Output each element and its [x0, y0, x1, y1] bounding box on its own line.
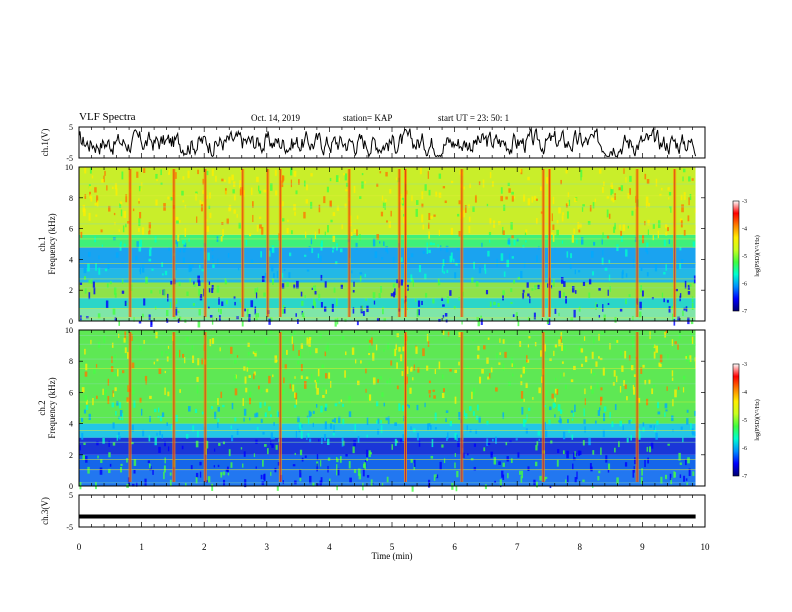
ch1-spectrogram-band: [79, 167, 696, 235]
ch2-spectrogram-colorbar: [732, 363, 740, 477]
ch2-spectrogram-ytick-label: 8: [69, 357, 73, 366]
x-ticks: [78, 167, 706, 321]
ch1-spectrogram-blank-tail: [695, 167, 705, 321]
ch1-spectrogram-band: [79, 234, 696, 248]
x-axis-label: Time (min): [372, 551, 413, 561]
x-tick-label: 2: [202, 542, 207, 552]
x-tick-label: 8: [578, 542, 583, 552]
ch2-spectrogram-texture: [79, 330, 698, 492]
ch2-spectrogram-colorbar-label: log(PSD)(V²/Hz): [754, 399, 761, 440]
ch1-spectrogram-colorbar-tick: -3: [742, 199, 747, 205]
ch1-spectrogram-colorbar-tick: -7: [742, 309, 747, 315]
ch1-spectrogram-ytick-label: 8: [69, 194, 73, 203]
ch1-spectrogram-colorbar-tick: -6: [742, 282, 747, 288]
x-ticks: [78, 495, 706, 527]
ch1-spectrogram-bursts: [128, 169, 677, 317]
x-tick-label: 6: [452, 542, 457, 552]
ch1-spectrogram-band: [79, 297, 696, 309]
x-tick-label: 3: [265, 542, 270, 552]
ch1-spectrogram-colorbar-label: log(PSD)(V²/Hz): [754, 235, 761, 276]
svg-text:ch.3(V): ch.3(V): [40, 497, 50, 525]
ch1-ytick-label: 5: [69, 123, 73, 132]
x-ticks: [78, 127, 706, 158]
ch1-spectrogram-band: [79, 282, 696, 298]
ch2-spectrogram-colorbar-tick: -4: [742, 390, 747, 396]
ch2-spectrogram-blank-tail: [695, 330, 705, 486]
svg-text:ch.1: ch.1: [37, 236, 47, 251]
date-label: Oct. 14, 2019: [251, 113, 300, 123]
svg-text:Frequency (kHz): Frequency (kHz): [47, 213, 57, 274]
x-tick-label: 9: [640, 542, 645, 552]
x-tick-label: 10: [701, 542, 711, 552]
x-tick-label: 0: [77, 542, 82, 552]
ch2-spectrogram-colorbar-tick: -5: [742, 418, 747, 424]
ch1-waveform-ylabel: ch.1(V): [40, 129, 50, 157]
svg-text:ch.1(V): ch.1(V): [40, 129, 50, 157]
ch2-spectrogram-colorbar-tick: -3: [742, 362, 747, 368]
ch2-spectrogram-ytick-label: 2: [69, 451, 73, 460]
start-time-label: start UT = 23: 50: 1: [438, 113, 510, 123]
ch2-spectrogram-ytick-label: 4: [69, 420, 73, 429]
ch1-spectrogram-ytick-label: 2: [69, 286, 73, 295]
ch1-spectrogram-band: [79, 268, 696, 283]
svg-text:Frequency (kHz): Frequency (kHz): [47, 377, 57, 438]
ch1-spectrogram-ytick-label: 6: [69, 225, 73, 234]
svg-text:ch.2: ch.2: [37, 400, 47, 415]
ch1-spectrogram-ytick-label: 4: [69, 255, 73, 264]
ch2-spectrogram-colorbar-tick: -7: [742, 474, 747, 480]
x-tick-label: 7: [515, 542, 520, 552]
ch2-spectrogram-band: [79, 454, 696, 471]
ch2-spectrogram-harmonics: [79, 335, 696, 484]
ch2-spectrogram-ylabel: ch.2 Frequency (kHz): [37, 377, 57, 438]
ch3-ytick-label: -5: [66, 523, 73, 532]
x-tick-label: 4: [327, 542, 332, 552]
ch2-spectrogram-ytick-label: 0: [69, 482, 73, 491]
chart-title: VLF Spectra: [79, 111, 136, 123]
x-tick-label: 1: [139, 542, 144, 552]
ch1-spectrogram-ytick-label: 10: [65, 163, 73, 172]
station-label: station= KAP: [343, 113, 393, 123]
ch1-ytick-label: -5: [66, 154, 73, 163]
ch2-spectrogram-ytick-label: 6: [69, 388, 73, 397]
x-tick-label: 5: [390, 542, 395, 552]
x-ticks: [78, 330, 706, 486]
ch3-ytick-label: 5: [69, 491, 73, 500]
ch2-spectrogram-bursts: [128, 332, 639, 482]
ch1-spectrogram-colorbar-tick: -4: [742, 227, 747, 233]
ch1-spectrogram-ylabel: ch.1 Frequency (kHz): [37, 213, 57, 274]
ch3-waveform-ylabel: ch.3(V): [40, 497, 50, 525]
ch1-spectrogram-colorbar: [732, 200, 740, 312]
ch2-spectrogram-bands: [79, 330, 696, 486]
ch2-spectrogram-ytick-label: 10: [65, 326, 73, 335]
ch2-spectrogram-band: [79, 437, 696, 455]
ch2-spectrogram-colorbar-tick: -6: [742, 446, 747, 452]
ch1-spectrogram-colorbar-tick: -5: [742, 254, 747, 260]
ch1-spectrogram-ytick-label: 0: [69, 317, 73, 326]
ch1-waveform-line: [78, 126, 697, 158]
